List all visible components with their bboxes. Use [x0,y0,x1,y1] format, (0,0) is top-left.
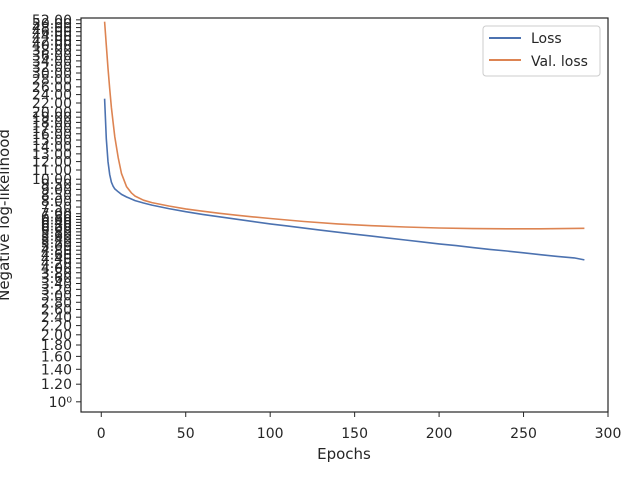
y-tick-label: 10⁰ [49,395,73,411]
y-tick-label: 3.00 [41,289,72,305]
y-tick-label: 8.50 [41,188,72,204]
y-tick-label: 1.40 [41,362,72,378]
y-tick-label: 3.20 [41,282,72,298]
y-tick-label: 42.00 [32,33,72,49]
x-tick-label: 250 [510,426,537,442]
series-line-loss [103,98,585,261]
y-tick-label: 12.00 [32,155,72,171]
x-tick-label: 50 [177,426,195,442]
y-tick-label: 48.00 [32,21,72,37]
y-tick-label: 36.00 [32,48,72,64]
plot-frame [80,17,609,413]
legend-label-loss: Loss [531,31,562,47]
y-tick-label: 3.80 [41,266,72,282]
y-tick-label: 38.00 [32,43,72,59]
y-ticks: 10⁰1.201.401.601.802.002.202.402.602.803… [32,13,81,411]
legend-label-val-loss: Val. loss [531,54,588,70]
y-tick-label: 6.80 [41,210,72,226]
y-tick-label: 4.40 [41,252,72,268]
y-tick-label: 11.00 [32,163,72,179]
x-tick-label: 150 [341,426,368,442]
y-tick-label: 44.00 [32,29,72,45]
y-tick-label: 6.60 [41,212,72,228]
y-tick-label: 8.00 [41,194,72,210]
y-tick-label: 5.40 [41,232,72,248]
x-tick-label: 300 [595,426,622,442]
y-tick-label: 2.20 [41,319,72,335]
y-tick-label: 14.00 [32,140,72,156]
y-tick-label: 22.00 [32,96,72,112]
x-ticks: 0 50 100 150 200 250 300 [97,412,622,442]
y-tick-label: 50.00 [32,17,72,33]
y-tick-label: 2.00 [41,328,72,344]
x-tick-label: 0 [97,426,106,442]
y-tick-label: 6.40 [41,215,72,231]
y-tick-label: 28.00 [32,73,72,89]
y-tick-label: 3.40 [41,277,72,293]
legend: Loss Val. loss [482,25,601,77]
y-tick-label: 16.00 [32,127,72,143]
y-axis-label: Negative log-likelihood [0,129,13,301]
series-line-val-loss [103,21,585,230]
y-tick-label: 24.00 [32,88,72,104]
y-tick-label: 5.60 [41,228,72,244]
y-tick-label: 1.20 [41,377,72,393]
y-tick-label: 15.00 [32,133,72,149]
x-tick-label: 200 [426,426,453,442]
y-tick-label: 34.00 [32,54,72,70]
y-tick-label: 6.00 [41,222,72,238]
series [103,21,585,261]
x-axis-label: Epochs [317,445,371,463]
y-tick-label: 3.60 [41,271,72,287]
y-tick-label: 18.00 [32,115,72,131]
y-tick-label: 17.00 [32,121,72,137]
y-tick-label: 1.60 [41,349,72,365]
y-tick-label: 4.20 [41,256,72,272]
y-tick-label: 2.80 [41,295,72,311]
y-tick-label: 40.00 [32,38,72,54]
y-tick-label: 20.00 [32,105,72,121]
y-tick-label: 2.60 [41,302,72,318]
y-tick-label: 5.80 [41,225,72,241]
y-tick-label: 26.00 [32,80,72,96]
y-tick-label: 9.50 [41,177,72,193]
y-tick-label: 5.00 [41,239,72,255]
y-tick-label: 4.00 [41,261,72,277]
plot-background [81,18,608,412]
x-tick-label: 100 [257,426,284,442]
y-tick-label: 46.00 [32,25,72,41]
y-tick-label: 2.40 [41,310,72,326]
y-tick-label: 6.20 [41,218,72,234]
y-tick-label: 30.00 [32,66,72,82]
y-tick-label: 5.20 [41,235,72,251]
y-tick-label: 32.00 [32,60,72,76]
y-tick-label: 7.00 [41,207,72,223]
y-tick-label: 4.60 [41,247,72,263]
y-tick-label: 9.00 [41,182,72,198]
y-tick-label: 1.80 [41,338,72,354]
y-tick-label: 52.00 [32,13,72,29]
y-tick-label: 4.80 [41,243,72,259]
y-tick-label: 13.00 [32,147,72,163]
y-tick-label: 19.00 [32,110,72,126]
y-tick-label: 10.00 [32,172,72,188]
y-tick-label: 7.50 [41,200,72,216]
